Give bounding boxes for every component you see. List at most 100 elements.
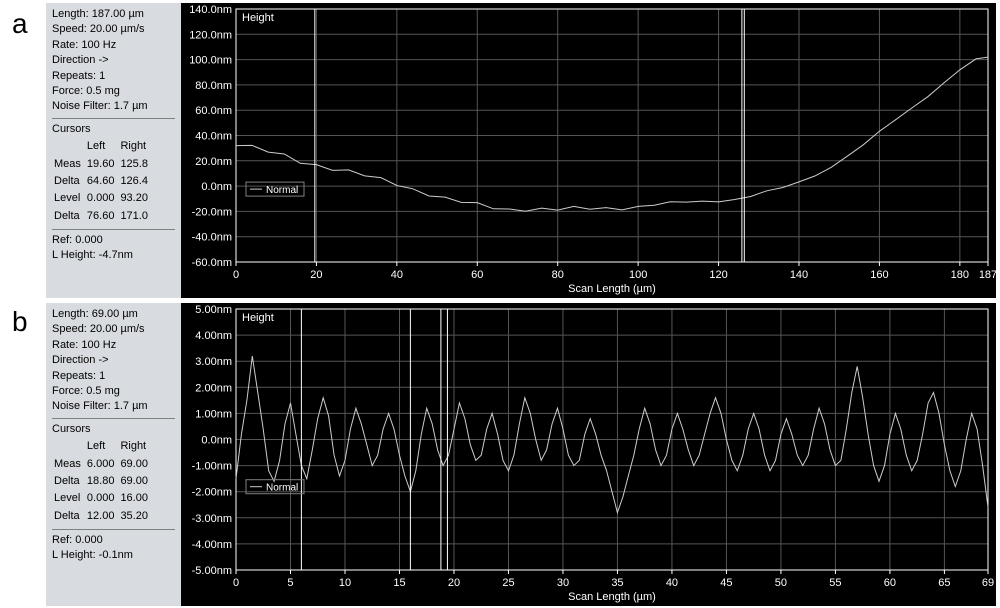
svg-text:5: 5 bbox=[287, 577, 293, 589]
table-row: Delta76.60171.0 bbox=[54, 209, 152, 224]
sidebar-b: Length: 69.00 µm Speed: 20.00 µm/s Rate:… bbox=[46, 303, 181, 606]
svg-text:Scan Length (µm): Scan Length (µm) bbox=[568, 283, 656, 295]
panel-label-b: b bbox=[12, 306, 28, 338]
svg-text:65: 65 bbox=[938, 577, 950, 589]
svg-text:20: 20 bbox=[310, 269, 322, 281]
param-length: Length: 69.00 µm bbox=[52, 307, 175, 322]
cursors-head-right: Right bbox=[120, 439, 152, 454]
lheight-value: L Height: -4.7nm bbox=[52, 248, 175, 263]
svg-text:0.0nm: 0.0nm bbox=[201, 181, 232, 193]
divider bbox=[52, 418, 175, 419]
param-noise: Noise Filter: 1.7 µm bbox=[52, 399, 175, 414]
svg-text:Height: Height bbox=[242, 312, 274, 324]
cursors-head-left: Left bbox=[87, 139, 119, 154]
table-row: Level0.00016.00 bbox=[54, 491, 152, 506]
ref-value: Ref: 0.000 bbox=[52, 233, 175, 248]
svg-text:5.00nm: 5.00nm bbox=[195, 304, 232, 316]
svg-text:140: 140 bbox=[790, 269, 808, 281]
svg-text:Scan Length (µm): Scan Length (µm) bbox=[568, 591, 656, 603]
param-speed: Speed: 20.00 µm/s bbox=[52, 22, 175, 37]
svg-text:1.00nm: 1.00nm bbox=[195, 408, 232, 420]
svg-text:-20.0nm: -20.0nm bbox=[192, 206, 232, 218]
svg-text:160: 160 bbox=[870, 269, 888, 281]
param-direction: Direction -> bbox=[52, 53, 175, 68]
svg-text:45: 45 bbox=[720, 577, 732, 589]
ref-value: Ref: 0.000 bbox=[52, 533, 175, 548]
svg-text:10: 10 bbox=[339, 577, 351, 589]
cursors-title: Cursors bbox=[52, 422, 175, 437]
param-speed: Speed: 20.00 µm/s bbox=[52, 322, 175, 337]
svg-text:40: 40 bbox=[666, 577, 678, 589]
svg-text:0: 0 bbox=[233, 577, 239, 589]
param-noise: Noise Filter: 1.7 µm bbox=[52, 99, 175, 114]
svg-text:25: 25 bbox=[502, 577, 514, 589]
svg-text:3.00nm: 3.00nm bbox=[195, 356, 232, 368]
cursors-head-left: Left bbox=[87, 439, 119, 454]
param-direction: Direction -> bbox=[52, 353, 175, 368]
svg-text:35: 35 bbox=[611, 577, 623, 589]
svg-text:2.00nm: 2.00nm bbox=[195, 382, 232, 394]
table-row: Level0.00093.20 bbox=[54, 191, 152, 206]
cursors-table-b: LeftRight Meas6.00069.00 Delta18.8069.00… bbox=[52, 437, 154, 526]
svg-text:20: 20 bbox=[448, 577, 460, 589]
svg-text:Normal: Normal bbox=[266, 483, 298, 494]
svg-text:-4.00nm: -4.00nm bbox=[192, 539, 232, 551]
panel-label-a: a bbox=[12, 8, 28, 40]
chart-b[interactable]: -5.00nm -4.00nm -3.00nm -2.00nm -1.00nm 0.0nm… bbox=[181, 303, 996, 606]
svg-text:80: 80 bbox=[552, 269, 564, 281]
sidebar-a: Length: 187.00 µm Speed: 20.00 µm/s Rate… bbox=[46, 3, 181, 298]
table-row: Delta12.0035.20 bbox=[54, 509, 152, 524]
svg-text:180: 180 bbox=[951, 269, 969, 281]
cursors-table-a: LeftRight Meas19.60125.8 Delta64.60126.4… bbox=[52, 137, 154, 226]
svg-text:-40.0nm: -40.0nm bbox=[192, 232, 232, 244]
svg-text:30: 30 bbox=[557, 577, 569, 589]
svg-text:15: 15 bbox=[393, 577, 405, 589]
param-repeats: Repeats: 1 bbox=[52, 69, 175, 84]
svg-text:55: 55 bbox=[829, 577, 841, 589]
svg-text:4.00nm: 4.00nm bbox=[195, 330, 232, 342]
lheight-value: L Height: -0.1nm bbox=[52, 548, 175, 563]
param-force: Force: 0.5 mg bbox=[52, 384, 175, 399]
svg-text:20.0nm: 20.0nm bbox=[195, 156, 232, 168]
svg-text:-60.0nm: -60.0nm bbox=[192, 257, 232, 269]
table-row: Delta64.60126.4 bbox=[54, 174, 152, 189]
svg-text:60: 60 bbox=[471, 269, 483, 281]
svg-text:-5.00nm: -5.00nm bbox=[192, 565, 232, 577]
cursors-title: Cursors bbox=[52, 122, 175, 137]
svg-text:140.0nm: 140.0nm bbox=[189, 4, 232, 16]
svg-text:-1.00nm: -1.00nm bbox=[192, 461, 232, 473]
table-row: Meas19.60125.8 bbox=[54, 157, 152, 172]
param-length: Length: 187.00 µm bbox=[52, 7, 175, 22]
svg-text:69: 69 bbox=[982, 577, 994, 589]
svg-text:0: 0 bbox=[233, 269, 239, 281]
svg-text:-2.00nm: -2.00nm bbox=[192, 487, 232, 499]
param-rate: Rate: 100 Hz bbox=[52, 338, 175, 353]
cursors-head-right: Right bbox=[120, 139, 152, 154]
svg-text:40.0nm: 40.0nm bbox=[195, 131, 232, 143]
svg-text:60.0nm: 60.0nm bbox=[195, 105, 232, 117]
param-force: Force: 0.5 mg bbox=[52, 84, 175, 99]
table-row: Meas6.00069.00 bbox=[54, 457, 152, 472]
param-repeats: Repeats: 1 bbox=[52, 369, 175, 384]
svg-text:40: 40 bbox=[391, 269, 403, 281]
svg-text:50: 50 bbox=[775, 577, 787, 589]
param-rate: Rate: 100 Hz bbox=[52, 38, 175, 53]
svg-text:80.0nm: 80.0nm bbox=[195, 80, 232, 92]
svg-text:120: 120 bbox=[709, 269, 727, 281]
svg-text:0.0nm: 0.0nm bbox=[201, 435, 232, 447]
section-a: Length: 187.00 µm Speed: 20.00 µm/s Rate… bbox=[46, 3, 996, 298]
svg-text:120.0nm: 120.0nm bbox=[189, 29, 232, 41]
svg-text:Normal: Normal bbox=[266, 185, 298, 196]
chart-a[interactable]: -60.0nm -40.0nm -20.0nm 0.0nm 20.0nm 40.0nm 60… bbox=[181, 3, 996, 298]
svg-text:-3.00nm: -3.00nm bbox=[192, 513, 232, 525]
svg-text:100: 100 bbox=[629, 269, 647, 281]
table-row: Delta18.8069.00 bbox=[54, 474, 152, 489]
svg-text:100.0nm: 100.0nm bbox=[189, 55, 232, 67]
svg-text:60: 60 bbox=[884, 577, 896, 589]
divider bbox=[52, 529, 175, 530]
svg-text:187: 187 bbox=[979, 269, 996, 281]
svg-text:Height: Height bbox=[242, 12, 274, 24]
divider bbox=[52, 118, 175, 119]
section-b: Length: 69.00 µm Speed: 20.00 µm/s Rate:… bbox=[46, 303, 996, 606]
divider bbox=[52, 229, 175, 230]
